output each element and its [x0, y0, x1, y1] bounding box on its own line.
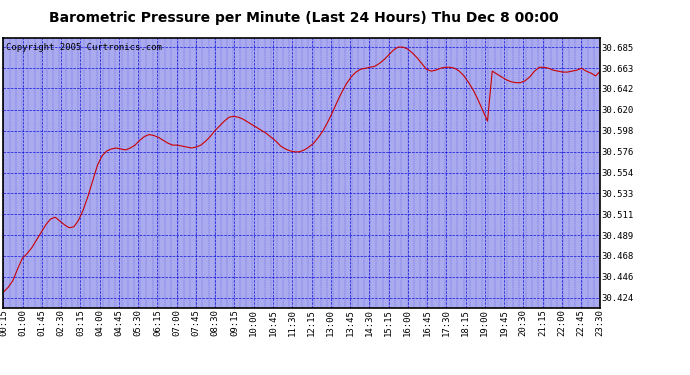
- Text: Barometric Pressure per Minute (Last 24 Hours) Thu Dec 8 00:00: Barometric Pressure per Minute (Last 24 …: [49, 11, 558, 25]
- Text: Copyright 2005 Curtronics.com: Copyright 2005 Curtronics.com: [6, 43, 162, 52]
